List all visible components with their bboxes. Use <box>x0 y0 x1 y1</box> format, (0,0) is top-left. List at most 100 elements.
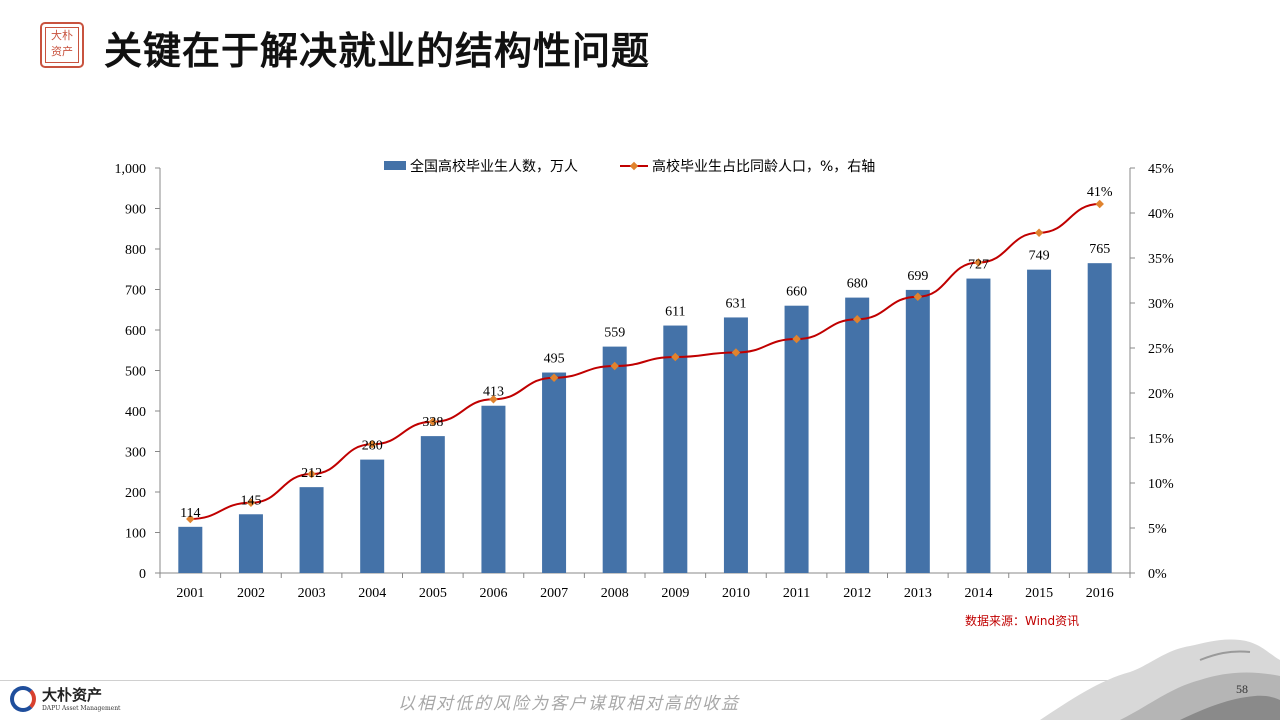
page-number: 58 <box>1236 682 1248 696</box>
x-tick-label: 2012 <box>843 586 871 601</box>
line-data-label: 41% <box>1087 185 1113 200</box>
x-tick-label: 2014 <box>964 586 992 601</box>
bar <box>1027 269 1052 573</box>
line-point <box>367 440 377 449</box>
bar-data-label: 495 <box>544 352 565 367</box>
x-tick-label: 2015 <box>1025 586 1053 601</box>
bar-data-label: 114 <box>180 506 200 521</box>
page-title: 关键在于解决就业的结构性问题 <box>104 29 651 73</box>
bar-data-label: 699 <box>907 269 928 284</box>
bar <box>481 405 506 573</box>
y-left-tick-label: 1,000 <box>115 162 147 177</box>
footer-logo: 大朴资产 DAPU Asset Management <box>8 684 128 718</box>
bar <box>178 526 203 573</box>
line-point <box>307 469 316 479</box>
bar-data-label: 749 <box>1029 249 1050 264</box>
legend-line-marker <box>629 161 639 171</box>
brand-icon <box>10 686 36 712</box>
line-point <box>489 395 498 404</box>
y-left-tick-label: 900 <box>125 203 146 218</box>
y-right-tick-label: 15% <box>1148 432 1174 447</box>
x-tick-label: 2005 <box>419 586 447 601</box>
y-right-tick-label: 30% <box>1148 297 1174 312</box>
y-left-tick-label: 200 <box>125 486 146 501</box>
y-right-tick-label: 40% <box>1148 207 1174 222</box>
line-series <box>190 203 1100 520</box>
bar <box>542 372 567 573</box>
bar <box>905 289 930 573</box>
y-right-tick-label: 5% <box>1148 522 1167 537</box>
y-right-tick-label: 0% <box>1148 567 1167 582</box>
bar-data-label: 559 <box>604 326 625 341</box>
legend-line-label: 高校毕业生占比同龄人口，%，右轴 <box>652 158 875 175</box>
x-tick-label: 2001 <box>176 586 204 601</box>
bar-data-label: 680 <box>847 277 868 292</box>
line-point <box>549 373 559 382</box>
x-tick-label: 2003 <box>298 586 326 601</box>
bar <box>238 514 263 573</box>
bar-data-label: 765 <box>1089 242 1110 257</box>
line-point <box>610 361 619 371</box>
footer-slogan: 以相对低的风险为客户谋取相对高的收益 <box>398 694 740 714</box>
bar-data-label: 280 <box>362 439 383 454</box>
bar-data-label: 145 <box>240 493 261 508</box>
x-tick-label: 2007 <box>540 586 568 601</box>
x-tick-label: 2016 <box>1086 586 1114 601</box>
x-tick-label: 2002 <box>237 586 265 601</box>
y-right-tick-label: 25% <box>1148 342 1174 357</box>
ink-landscape-decoration <box>1040 639 1280 720</box>
line-point <box>1095 199 1104 209</box>
bar-data-label: 660 <box>786 285 807 300</box>
y-left-tick-label: 400 <box>125 405 146 420</box>
y-left-tick-label: 300 <box>125 446 146 461</box>
bar <box>663 325 688 573</box>
footer-divider <box>0 680 1280 681</box>
bar <box>784 305 809 573</box>
y-right-tick-label: 20% <box>1148 387 1174 402</box>
legend-bar-swatch <box>384 161 406 170</box>
x-tick-label: 2004 <box>358 586 386 601</box>
line-point <box>428 417 438 427</box>
y-right-tick-label: 35% <box>1148 252 1174 267</box>
y-left-tick-label: 800 <box>125 243 146 258</box>
seal-mark: 大朴 资产 <box>45 27 79 63</box>
y-right-tick-label: 10% <box>1148 477 1174 492</box>
line-point <box>1034 228 1044 238</box>
y-left-tick-label: 700 <box>125 284 146 299</box>
bar-data-label: 727 <box>968 258 989 273</box>
y-left-tick-label: 600 <box>125 324 146 339</box>
line-point <box>974 258 983 267</box>
bar-data-label: 611 <box>665 305 685 320</box>
bar <box>360 459 385 573</box>
legend-bar-label: 全国高校毕业生人数，万人 <box>410 158 578 175</box>
bar-data-label: 212 <box>301 466 322 481</box>
bar-data-label: 413 <box>483 385 504 400</box>
bar-data-label: 631 <box>725 296 746 311</box>
bar <box>1087 263 1112 573</box>
x-tick-label: 2010 <box>722 586 750 601</box>
line-point <box>852 314 862 324</box>
y-left-tick-label: 0 <box>139 567 146 582</box>
bar <box>299 487 324 573</box>
line-point <box>671 352 680 362</box>
footer-brand-english: DAPU Asset Management <box>42 705 121 712</box>
bar <box>723 317 748 573</box>
x-tick-label: 2013 <box>904 586 932 601</box>
bar-data-label: 338 <box>422 415 443 430</box>
source-note: 数据来源：Wind资讯 <box>965 614 1080 628</box>
company-seal-logo: 大朴 资产 <box>40 22 84 68</box>
x-tick-label: 2011 <box>783 586 810 601</box>
x-tick-label: 2008 <box>601 586 629 601</box>
bar <box>420 436 445 573</box>
x-tick-label: 2006 <box>479 586 507 601</box>
bar <box>602 346 627 573</box>
line-point <box>731 348 741 357</box>
line-point <box>913 292 923 301</box>
bar <box>966 278 991 573</box>
x-tick-label: 2009 <box>661 586 689 601</box>
bar <box>845 297 870 573</box>
y-left-tick-label: 500 <box>125 365 146 380</box>
y-right-tick-label: 45% <box>1148 162 1174 177</box>
footer-brand-name: 大朴资产 <box>42 686 103 704</box>
